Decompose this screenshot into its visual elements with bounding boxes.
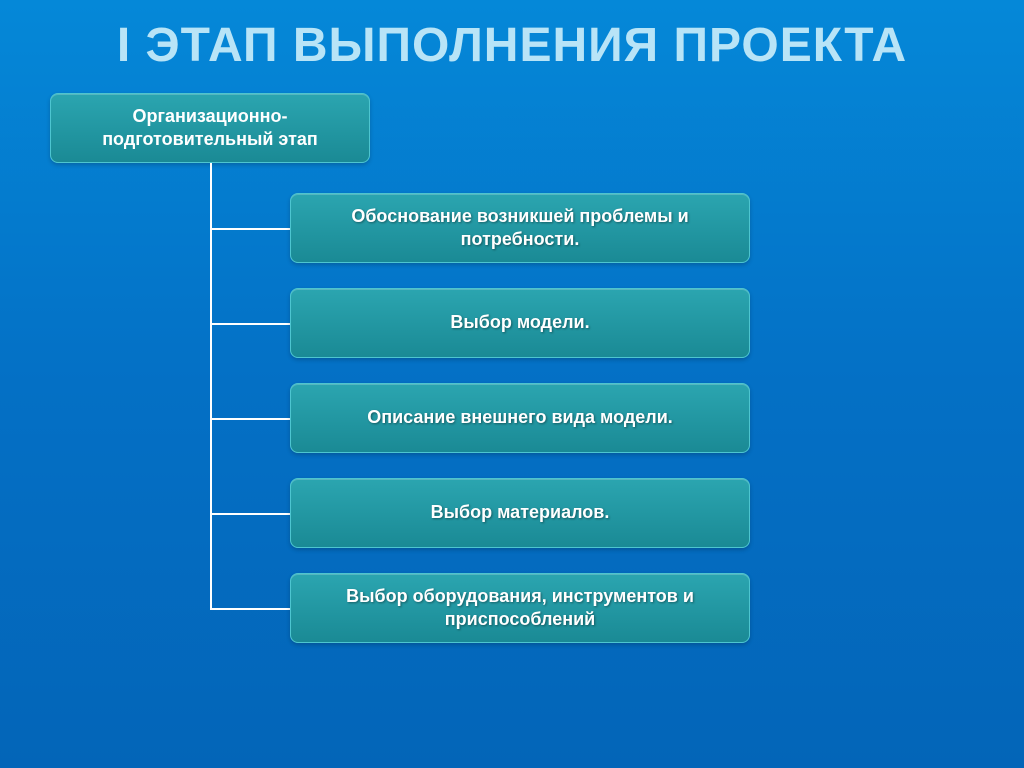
child-node: Выбор оборудования, инструментов и присп…: [290, 573, 750, 643]
connector-branch: [210, 418, 290, 420]
slide-title: I ЭТАП ВЫПОЛНЕНИЯ ПРОЕКТА: [0, 0, 1024, 73]
child-node: Выбор модели.: [290, 288, 750, 358]
root-node: Организационно-подготовительный этап: [50, 93, 370, 163]
connector-branch: [210, 228, 290, 230]
child-node: Обоснование возникшей проблемы и потребн…: [290, 193, 750, 263]
diagram-container: Организационно-подготовительный этап Обо…: [0, 83, 1024, 683]
child-node: Описание внешнего вида модели.: [290, 383, 750, 453]
connector-branch: [210, 513, 290, 515]
connector-branch: [210, 608, 290, 610]
child-node: Выбор материалов.: [290, 478, 750, 548]
connector-branch: [210, 323, 290, 325]
